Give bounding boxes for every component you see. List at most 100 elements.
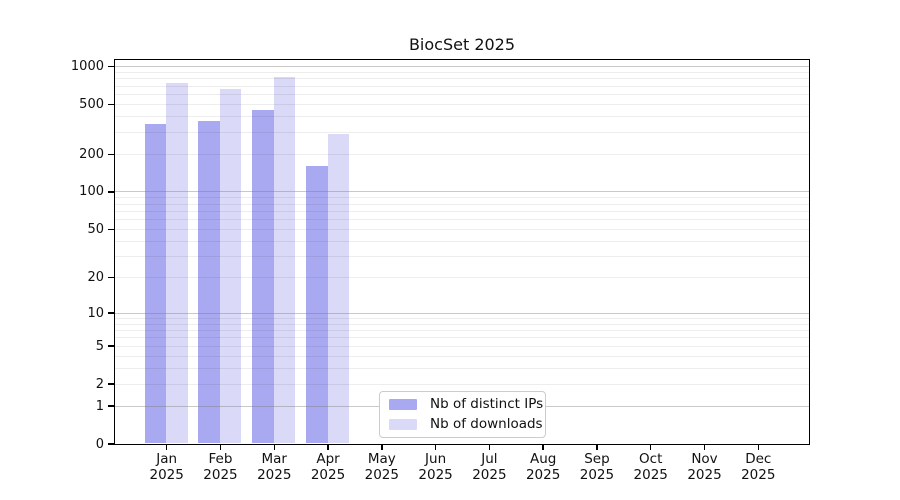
- y-tick-mark: [108, 312, 114, 314]
- legend: Nb of distinct IPs Nb of downloads: [379, 391, 546, 438]
- x-tick-mark: [273, 444, 275, 450]
- gridline-minor: [114, 329, 809, 331]
- bar-downloads-feb: [219, 88, 242, 444]
- plot-area: [113, 58, 810, 445]
- y-axis-tick-label: 0: [95, 436, 104, 452]
- year-label: 2025: [687, 467, 722, 483]
- y-axis-tick-label: 500: [79, 96, 104, 112]
- gridline-minor: [114, 218, 809, 220]
- month-label: Apr: [316, 451, 340, 467]
- year-label: 2025: [418, 467, 453, 483]
- y-axis-tick-label: 1: [95, 398, 104, 414]
- year-label: 2025: [364, 467, 399, 483]
- x-axis-tick-label-jun: Jun 2025: [404, 451, 468, 483]
- month-label: May: [367, 451, 396, 467]
- gridline-minor: [114, 203, 809, 205]
- gridline-minor: [114, 277, 809, 279]
- legend-label-downloads: Nb of downloads: [430, 416, 543, 432]
- y-axis-tick-label: 50: [87, 221, 104, 237]
- legend-row-distinct-ips: Nb of distinct IPs: [389, 397, 543, 412]
- chart-title: BiocSet 2025: [408, 35, 516, 54]
- gridline-minor: [114, 153, 809, 155]
- y-tick-mark: [108, 276, 114, 279]
- y-tick-mark: [108, 345, 114, 347]
- x-axis-tick-label-sep: Sep 2025: [565, 451, 629, 483]
- x-axis-tick-label-oct: Oct 2025: [619, 451, 683, 483]
- x-tick-mark: [327, 444, 329, 450]
- month-label: Jun: [425, 451, 447, 467]
- y-axis-tick-label: 10: [87, 305, 104, 321]
- gridline-major: [114, 312, 809, 314]
- month-label: Mar: [261, 451, 287, 467]
- year-label: 2025: [257, 467, 292, 483]
- year-label: 2025: [149, 467, 184, 483]
- y-axis-tick-label: 100: [79, 184, 104, 200]
- gridline-minor: [114, 103, 809, 105]
- year-label: 2025: [203, 467, 238, 483]
- legend-swatch-distinct-ips: [389, 399, 417, 410]
- x-axis-tick-label-jan: Jan 2025: [135, 451, 199, 483]
- gridline-minor: [114, 94, 809, 96]
- x-tick-mark: [757, 444, 760, 450]
- x-axis-tick-label-nov: Nov 2025: [673, 451, 737, 483]
- month-label: Jul: [481, 451, 498, 467]
- y-axis-tick-label: 20: [87, 270, 104, 286]
- x-axis-tick-label-may: May 2025: [350, 451, 414, 483]
- y-tick-mark: [108, 103, 114, 106]
- y-tick-mark: [108, 443, 114, 445]
- bar-downloads-mar: [273, 76, 296, 444]
- month-label: Jan: [156, 451, 178, 467]
- x-tick-mark: [649, 444, 652, 450]
- bar-distinct-ips-jan: [144, 124, 167, 444]
- y-axis-tick-label: 200: [79, 146, 104, 162]
- y-axis-tick-label: 1000: [70, 59, 104, 75]
- gridline-major: [114, 191, 809, 193]
- gridline-minor: [114, 355, 809, 357]
- month-label: Oct: [639, 451, 663, 467]
- month-label: Nov: [691, 451, 718, 467]
- x-axis-tick-label-dec: Dec 2025: [726, 451, 790, 483]
- gridline-major: [114, 66, 809, 68]
- month-label: Dec: [745, 451, 772, 467]
- y-tick-mark: [108, 228, 114, 231]
- legend-swatch-downloads: [389, 419, 417, 430]
- month-label: Sep: [584, 451, 610, 467]
- x-tick-mark: [434, 444, 437, 450]
- y-tick-mark: [108, 405, 114, 407]
- year-label: 2025: [472, 467, 507, 483]
- gridline-minor: [114, 367, 809, 369]
- gridline-minor: [114, 197, 809, 199]
- gridline-minor: [114, 228, 809, 230]
- year-label: 2025: [310, 467, 346, 483]
- gridline-minor: [114, 240, 809, 242]
- gridline-minor: [114, 71, 809, 73]
- bar-distinct-ips-feb: [198, 121, 220, 444]
- y-tick-mark: [108, 191, 114, 193]
- gridline-minor: [114, 323, 809, 325]
- x-tick-mark: [596, 444, 598, 450]
- month-label: Feb: [208, 451, 233, 467]
- x-tick-mark: [219, 444, 222, 450]
- gridline-minor: [114, 78, 809, 80]
- gridline-minor: [114, 337, 809, 339]
- y-tick-mark: [108, 383, 114, 385]
- bar-distinct-ips-mar: [252, 109, 274, 444]
- x-axis-tick-label-feb: Feb 2025: [188, 451, 252, 483]
- gridline-minor: [114, 210, 809, 212]
- x-tick-mark: [542, 444, 544, 450]
- x-axis-tick-label-aug: Aug 2025: [511, 451, 575, 483]
- y-axis-tick-label: 2: [95, 376, 104, 392]
- year-label: 2025: [741, 467, 776, 483]
- x-tick-mark: [703, 444, 706, 450]
- bar-downloads-apr: [327, 134, 350, 444]
- legend-label-distinct-ips: Nb of distinct IPs: [430, 396, 544, 412]
- y-tick-mark: [108, 65, 114, 68]
- x-axis-tick-label-jul: Jul 2025: [457, 451, 521, 483]
- x-tick-mark: [488, 444, 491, 450]
- gridline-minor: [114, 317, 809, 319]
- year-label: 2025: [525, 467, 561, 483]
- gridline-minor: [114, 131, 809, 133]
- gridline-minor: [114, 85, 809, 87]
- x-tick-mark: [381, 444, 383, 450]
- gridline-minor: [114, 383, 809, 385]
